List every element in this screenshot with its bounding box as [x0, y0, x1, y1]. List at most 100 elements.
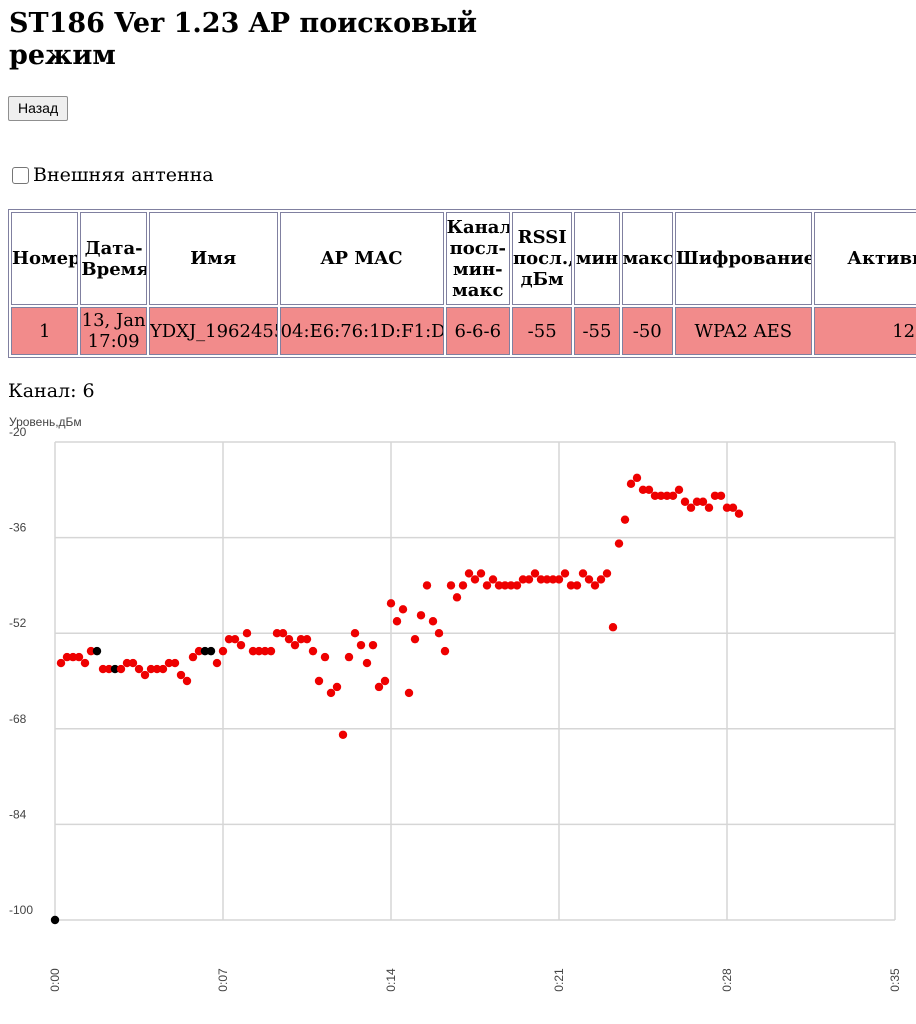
data-point	[206, 646, 216, 656]
data-point	[530, 569, 540, 578]
ap-table-container: Номер Дата-Время Имя AP MAC Канал посл-м…	[8, 209, 916, 359]
data-point	[560, 569, 570, 578]
data-point	[650, 491, 660, 500]
cell-rssi: -55	[511, 307, 573, 355]
channel-label: Канал: 6	[8, 380, 95, 402]
data-point	[56, 658, 66, 668]
chart-grid	[54, 441, 896, 921]
x-tick-label: 0:00	[48, 968, 62, 992]
table-header-row: Номер Дата-Время Имя AP MAC Канал посл-м…	[11, 212, 916, 305]
data-point	[458, 581, 468, 590]
data-point	[284, 634, 294, 644]
col-header-ap-mac: AP MAC	[279, 212, 444, 305]
data-point	[698, 497, 708, 506]
signal-level-chart: Уровень,дБм -20 -36 -52 -68 -84 -100 0:00 0:07…	[9, 415, 902, 992]
data-point	[230, 634, 240, 644]
data-point	[134, 664, 144, 674]
external-antenna-checkbox[interactable]	[12, 166, 29, 184]
data-point	[584, 575, 594, 584]
data-point	[602, 569, 612, 578]
data-point	[344, 652, 354, 662]
data-point	[398, 605, 408, 614]
data-point	[710, 491, 720, 500]
data-point	[476, 569, 486, 578]
data-point	[488, 575, 498, 584]
cell-name: YDXJ_1962455	[148, 307, 278, 355]
data-point	[380, 676, 390, 686]
data-point	[272, 629, 282, 638]
data-point	[566, 581, 576, 590]
y-tick-label: -36	[9, 521, 27, 535]
x-tick-label: 0:14	[384, 968, 398, 992]
data-point	[500, 581, 510, 590]
data-point	[260, 646, 270, 656]
data-point	[470, 575, 480, 584]
data-points	[50, 473, 744, 925]
data-point	[542, 575, 552, 584]
cell-activity: 120	[813, 307, 916, 355]
x-tick-label: 0:28	[720, 968, 734, 992]
y-tick-label: -68	[9, 712, 27, 726]
data-point	[638, 485, 648, 494]
data-point	[692, 497, 702, 506]
data-point	[524, 575, 534, 584]
data-point	[188, 652, 198, 662]
col-header-number: Номер	[11, 212, 79, 305]
data-point	[572, 581, 582, 590]
data-point	[368, 640, 378, 650]
data-point	[452, 593, 462, 602]
data-point	[428, 617, 438, 626]
data-point	[362, 658, 372, 668]
data-point	[278, 629, 288, 638]
y-tick-label: -20	[9, 425, 27, 439]
data-point	[104, 664, 114, 674]
data-point	[248, 646, 258, 656]
data-point	[74, 652, 84, 662]
data-point	[122, 658, 132, 668]
col-header-min: мин	[574, 212, 620, 305]
table-row[interactable]: 1 13, Jan 17:09 YDXJ_1962455 04:E6:76:1D…	[11, 307, 916, 355]
cell-max: -50	[621, 307, 673, 355]
data-point	[494, 581, 504, 590]
cell-encryption: WPA2 AES	[674, 307, 812, 355]
data-point	[578, 569, 588, 578]
col-header-name: Имя	[148, 212, 278, 305]
data-point	[734, 509, 744, 518]
data-point	[668, 491, 678, 500]
data-point	[410, 634, 420, 644]
data-point	[392, 617, 402, 626]
data-point	[662, 491, 672, 500]
external-antenna-label: Внешняя антенна	[33, 164, 214, 186]
data-point	[680, 497, 690, 506]
col-header-encryption: Шифрование	[674, 212, 812, 305]
external-antenna-option[interactable]: Внешняя антенна	[12, 164, 214, 186]
data-point	[290, 640, 300, 650]
data-point	[356, 640, 366, 650]
data-point	[314, 676, 324, 686]
data-point	[98, 664, 108, 674]
data-point	[686, 503, 696, 512]
x-tick-label: 0:21	[552, 968, 566, 992]
data-point	[716, 491, 726, 500]
data-point	[626, 479, 636, 489]
data-point	[374, 682, 384, 692]
y-tick-labels: -20 -36 -52 -68 -84 -100	[9, 425, 33, 917]
col-header-datetime: Дата-Время	[80, 212, 147, 305]
y-tick-label: -100	[9, 903, 33, 917]
data-point	[164, 658, 174, 668]
data-point	[422, 581, 432, 590]
data-point	[50, 915, 60, 925]
data-point	[596, 575, 606, 584]
data-point	[254, 646, 264, 656]
data-point	[218, 646, 228, 656]
back-button[interactable]: Назад	[8, 96, 69, 121]
cell-datetime: 13, Jan 17:09	[80, 307, 147, 355]
data-point	[554, 575, 564, 584]
data-point	[320, 652, 330, 662]
data-point	[338, 730, 348, 739]
data-point	[674, 485, 684, 494]
data-point	[62, 652, 72, 662]
data-point	[464, 569, 474, 578]
x-tick-label: 0:35	[888, 968, 902, 992]
data-point	[110, 664, 120, 674]
